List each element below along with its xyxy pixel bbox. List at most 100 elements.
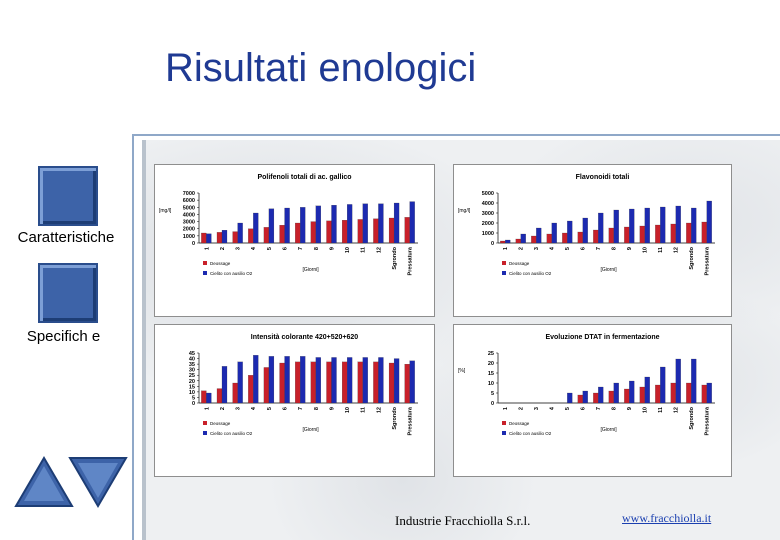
bar-series2 bbox=[347, 357, 353, 404]
legend-label: Deossage bbox=[210, 421, 231, 426]
footer-website-link[interactable]: www.fracchiolla.it bbox=[622, 511, 712, 525]
legend-swatch bbox=[502, 431, 506, 435]
x-tick-label: 2 bbox=[519, 247, 525, 250]
bar-series2 bbox=[206, 233, 212, 244]
chart-svg-0: Polifenoli totali di ac. gallico[mg/l]01… bbox=[159, 174, 418, 276]
chart-title: Intensità colorante 420+520+620 bbox=[251, 334, 358, 341]
bar-series2 bbox=[331, 205, 337, 244]
bar-series2 bbox=[300, 356, 306, 404]
y-tick-label: 0 bbox=[192, 241, 195, 247]
bar-series2 bbox=[253, 212, 259, 244]
y-tick-label: 25 bbox=[488, 351, 494, 357]
bar-series1 bbox=[608, 390, 614, 404]
chart-title: Evoluzione DTAT in fermentazione bbox=[545, 334, 659, 341]
nav-button-caratteristiche[interactable] bbox=[38, 166, 98, 226]
bar-series1 bbox=[216, 388, 223, 404]
x-tick-label: 11 bbox=[658, 407, 664, 413]
x-tick-label: 11 bbox=[361, 247, 367, 253]
bar-series2 bbox=[629, 380, 635, 404]
bar-series2 bbox=[347, 204, 353, 244]
x-tick-label: 12 bbox=[376, 407, 382, 413]
x-tick-label: 2 bbox=[220, 247, 226, 250]
bar-series2 bbox=[284, 356, 290, 404]
nav-label-caratteristiche[interactable]: Caratteristiche bbox=[17, 229, 115, 246]
bar-series2 bbox=[598, 386, 604, 404]
x-tick-label: Sgrondo bbox=[392, 406, 398, 429]
chart-dtat: Evoluzione DTAT in fermentazione [%] 0 5 10 1… bbox=[453, 324, 732, 477]
x-tick-label: 7 bbox=[596, 407, 602, 410]
bar-series1 bbox=[201, 390, 207, 404]
bar-series1 bbox=[624, 226, 630, 244]
x-tick-label: Sgrondo bbox=[689, 406, 695, 429]
chart-title: Polifenoli totali di ac. gallico bbox=[257, 174, 351, 181]
bar-series2 bbox=[284, 207, 290, 244]
bar-series1 bbox=[404, 217, 410, 244]
bar-series2 bbox=[362, 203, 368, 244]
x-tick-label: 9 bbox=[627, 247, 633, 250]
bar-series1 bbox=[326, 361, 332, 404]
bar-series2 bbox=[378, 203, 384, 244]
legend-label: Deossage bbox=[210, 261, 231, 266]
bar-series2 bbox=[409, 201, 415, 244]
bar-series1 bbox=[279, 362, 285, 404]
x-tick-label: 1 bbox=[503, 247, 509, 250]
bar-series1 bbox=[686, 222, 692, 244]
x-axis-label: [Giorni] bbox=[303, 427, 320, 433]
vertical-divider bbox=[132, 134, 134, 540]
nav-label-specifiche[interactable]: Specifich e bbox=[26, 328, 101, 345]
bar-series1 bbox=[326, 220, 332, 244]
x-tick-label: 4 bbox=[251, 246, 257, 250]
previous-arrow-icon[interactable] bbox=[14, 456, 74, 508]
x-tick-label: 9 bbox=[329, 247, 335, 250]
bar-series1 bbox=[388, 362, 395, 404]
bar-series1 bbox=[500, 240, 506, 244]
horizontal-divider bbox=[132, 134, 780, 136]
y-tick-label: 5 bbox=[192, 395, 195, 401]
y-tick-label: 5 bbox=[491, 391, 494, 397]
x-tick-label: 11 bbox=[361, 407, 367, 413]
bar-series2 bbox=[582, 390, 588, 404]
nav-button-specifiche[interactable] bbox=[38, 263, 98, 323]
x-tick-label: 4 bbox=[251, 406, 257, 410]
bar-series2 bbox=[551, 222, 557, 244]
chart-svg-2: Intensità colorante 420+520+620051015202… bbox=[189, 334, 418, 436]
bar-series1 bbox=[655, 384, 661, 404]
bar-series2 bbox=[598, 212, 604, 244]
bar-series2 bbox=[644, 376, 650, 404]
x-tick-label: 12 bbox=[376, 247, 382, 253]
chart-title: Flavonoidi totali bbox=[576, 174, 630, 181]
legend-label: Deossage bbox=[509, 261, 530, 266]
x-tick-label: 8 bbox=[314, 407, 320, 410]
bar-series1 bbox=[404, 364, 410, 404]
y-tick-label: 25 bbox=[189, 373, 195, 379]
legend-label: Cielito con ausilio O2 bbox=[210, 271, 253, 276]
y-axis-label: [mg/l] bbox=[458, 208, 471, 214]
y-tick-label: 3000 bbox=[183, 220, 195, 226]
x-tick-label: 12 bbox=[674, 247, 680, 253]
bar-series1 bbox=[624, 388, 630, 404]
bar-series1 bbox=[248, 228, 254, 244]
y-tick-label: 7000 bbox=[183, 191, 195, 197]
bar-series2 bbox=[362, 357, 368, 404]
bar-series1 bbox=[263, 227, 270, 244]
legend-swatch bbox=[203, 271, 207, 275]
x-tick-label: 2 bbox=[519, 407, 525, 410]
legend-label: Cielito con ausilio O2 bbox=[509, 431, 552, 436]
bar-series1 bbox=[608, 227, 614, 244]
legend-swatch bbox=[203, 261, 207, 265]
bar-series1 bbox=[562, 232, 568, 244]
bar-series1 bbox=[531, 235, 537, 244]
x-tick-label: 5 bbox=[565, 247, 571, 250]
bar-series2 bbox=[675, 358, 681, 404]
x-tick-label: 3 bbox=[534, 247, 540, 250]
next-arrow-icon[interactable] bbox=[68, 456, 128, 508]
bar-series1 bbox=[295, 361, 301, 404]
legend-swatch bbox=[502, 421, 506, 425]
x-tick-label: 10 bbox=[345, 407, 351, 413]
legend-label: Deossage bbox=[509, 421, 530, 426]
bar-series2 bbox=[206, 392, 212, 404]
bar-series2 bbox=[315, 357, 321, 404]
chart-flavonoidi: Flavonoidi totali [mg/l] 0 1000 2000 3000 4000… bbox=[453, 164, 732, 317]
x-tick-label: Sgrondo bbox=[392, 246, 398, 269]
bar-series2 bbox=[237, 222, 243, 244]
